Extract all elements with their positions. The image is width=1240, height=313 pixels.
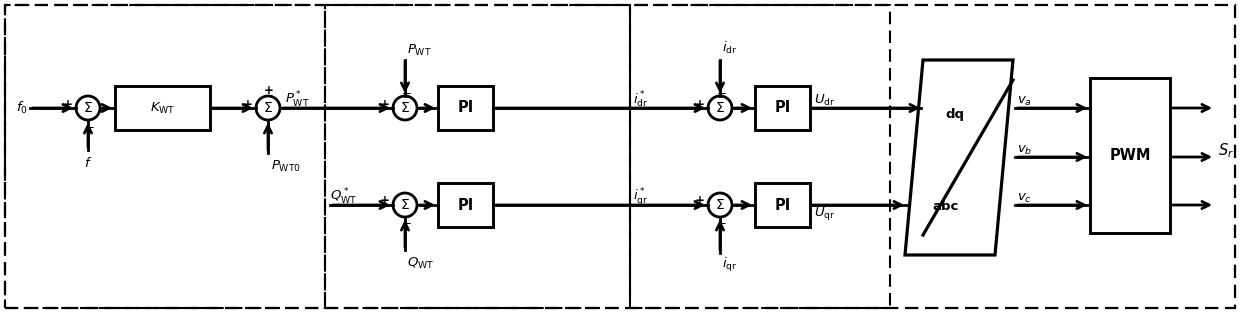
Text: +: + xyxy=(63,98,73,110)
Text: $\Sigma$: $\Sigma$ xyxy=(83,101,93,115)
Text: $S_r$: $S_r$ xyxy=(1218,142,1234,160)
Text: $-$: $-$ xyxy=(83,119,94,131)
Bar xyxy=(325,5,630,308)
Text: dq: dq xyxy=(945,108,963,121)
Text: +: + xyxy=(243,98,253,110)
Text: $K_{\mathrm{WT}}$: $K_{\mathrm{WT}}$ xyxy=(150,100,175,115)
Polygon shape xyxy=(905,60,1013,255)
Circle shape xyxy=(708,96,732,120)
Text: $v_b$: $v_b$ xyxy=(1017,143,1032,156)
Circle shape xyxy=(708,193,732,217)
Bar xyxy=(5,5,325,308)
Bar xyxy=(755,86,810,130)
Text: $U_{\mathrm{dr}}$: $U_{\mathrm{dr}}$ xyxy=(813,92,836,108)
Circle shape xyxy=(76,96,100,120)
Text: abc: abc xyxy=(932,200,959,213)
Text: $Q^*_{\mathrm{WT}}$: $Q^*_{\mathrm{WT}}$ xyxy=(330,187,357,207)
Text: $f_0$: $f_0$ xyxy=(16,100,29,116)
Text: $\Sigma$: $\Sigma$ xyxy=(715,101,725,115)
Text: $i^*_{\mathrm{dr}}$: $i^*_{\mathrm{dr}}$ xyxy=(632,90,649,110)
Text: PI: PI xyxy=(774,100,791,115)
Circle shape xyxy=(393,193,417,217)
Text: $i_{\mathrm{qr}}$: $i_{\mathrm{qr}}$ xyxy=(722,256,738,274)
Text: $P^*_{\mathrm{WT}}$: $P^*_{\mathrm{WT}}$ xyxy=(285,90,310,110)
Bar xyxy=(438,183,494,227)
Text: +: + xyxy=(696,98,706,110)
Text: $\Sigma$: $\Sigma$ xyxy=(401,101,410,115)
Text: $-$: $-$ xyxy=(715,85,727,98)
Text: PI: PI xyxy=(458,198,474,213)
Text: $-$: $-$ xyxy=(715,215,727,228)
Circle shape xyxy=(255,96,280,120)
Bar xyxy=(438,86,494,130)
Bar xyxy=(630,5,890,308)
Text: PI: PI xyxy=(458,100,474,115)
Text: +: + xyxy=(264,85,274,98)
Text: $-$: $-$ xyxy=(401,215,412,228)
Text: $i_{\mathrm{dr}}$: $i_{\mathrm{dr}}$ xyxy=(722,40,738,56)
Text: $f$: $f$ xyxy=(84,156,92,170)
Text: PWM: PWM xyxy=(1110,148,1151,163)
Text: $v_c$: $v_c$ xyxy=(1017,192,1032,205)
Text: +: + xyxy=(381,194,391,208)
Bar xyxy=(1090,78,1171,233)
Text: +: + xyxy=(696,194,706,208)
Text: $\Sigma$: $\Sigma$ xyxy=(715,198,725,212)
Text: $U_{\mathrm{qr}}$: $U_{\mathrm{qr}}$ xyxy=(813,204,836,222)
Text: $\Sigma$: $\Sigma$ xyxy=(263,101,273,115)
Text: $P_{\mathrm{WT}}$: $P_{\mathrm{WT}}$ xyxy=(407,43,432,58)
Text: $\Sigma$: $\Sigma$ xyxy=(401,198,410,212)
Text: $P_{\mathrm{WT0}}$: $P_{\mathrm{WT0}}$ xyxy=(272,158,301,173)
Bar xyxy=(115,86,210,130)
Circle shape xyxy=(393,96,417,120)
Text: +: + xyxy=(381,98,391,110)
Text: $Q_{\mathrm{WT}}$: $Q_{\mathrm{WT}}$ xyxy=(407,255,434,270)
Text: $v_a$: $v_a$ xyxy=(1017,95,1032,108)
Text: PI: PI xyxy=(774,198,791,213)
Bar xyxy=(755,183,810,227)
Text: $-$: $-$ xyxy=(401,85,412,98)
Text: $i^*_{\mathrm{qr}}$: $i^*_{\mathrm{qr}}$ xyxy=(632,186,649,208)
